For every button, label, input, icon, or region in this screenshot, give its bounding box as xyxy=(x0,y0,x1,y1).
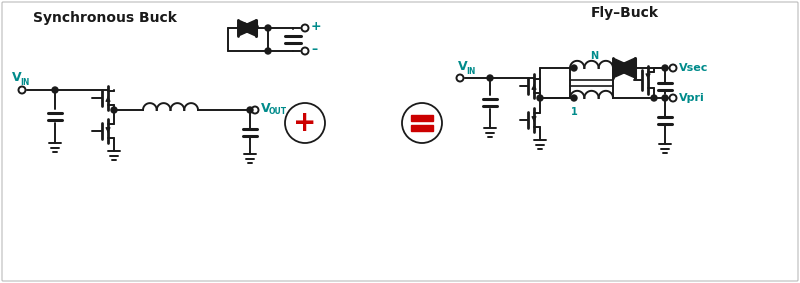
Polygon shape xyxy=(238,20,256,36)
Circle shape xyxy=(571,65,577,71)
Circle shape xyxy=(265,48,271,54)
Circle shape xyxy=(670,95,677,102)
Circle shape xyxy=(662,95,668,101)
Text: +: + xyxy=(294,109,317,137)
Circle shape xyxy=(571,95,577,101)
Circle shape xyxy=(487,75,493,81)
Circle shape xyxy=(285,103,325,143)
Text: IN: IN xyxy=(20,78,30,87)
Circle shape xyxy=(402,103,442,143)
Text: Synchronous Buck: Synchronous Buck xyxy=(33,11,177,25)
Text: +: + xyxy=(311,20,322,33)
Text: Fly–Buck: Fly–Buck xyxy=(591,6,659,20)
Circle shape xyxy=(111,107,117,113)
Text: –: – xyxy=(311,44,317,57)
Text: OUT: OUT xyxy=(269,108,287,117)
Circle shape xyxy=(670,65,677,72)
Text: V: V xyxy=(12,71,22,84)
Circle shape xyxy=(52,87,58,93)
Circle shape xyxy=(457,74,463,82)
Text: IN: IN xyxy=(466,67,475,76)
Circle shape xyxy=(537,95,543,101)
Circle shape xyxy=(662,65,668,71)
Circle shape xyxy=(251,106,258,113)
Polygon shape xyxy=(238,20,256,36)
Text: Vsec: Vsec xyxy=(679,63,708,73)
Text: Vpri: Vpri xyxy=(679,93,705,103)
Text: V: V xyxy=(261,102,270,115)
Text: 1: 1 xyxy=(570,107,578,117)
Circle shape xyxy=(651,95,657,101)
Text: V: V xyxy=(458,60,468,73)
FancyBboxPatch shape xyxy=(411,125,433,131)
FancyBboxPatch shape xyxy=(411,115,433,121)
Circle shape xyxy=(247,107,253,113)
Circle shape xyxy=(302,25,309,31)
Polygon shape xyxy=(613,58,635,78)
Circle shape xyxy=(18,87,26,93)
Polygon shape xyxy=(613,58,635,78)
Circle shape xyxy=(265,25,271,31)
Text: N: N xyxy=(590,51,598,61)
Circle shape xyxy=(302,48,309,55)
